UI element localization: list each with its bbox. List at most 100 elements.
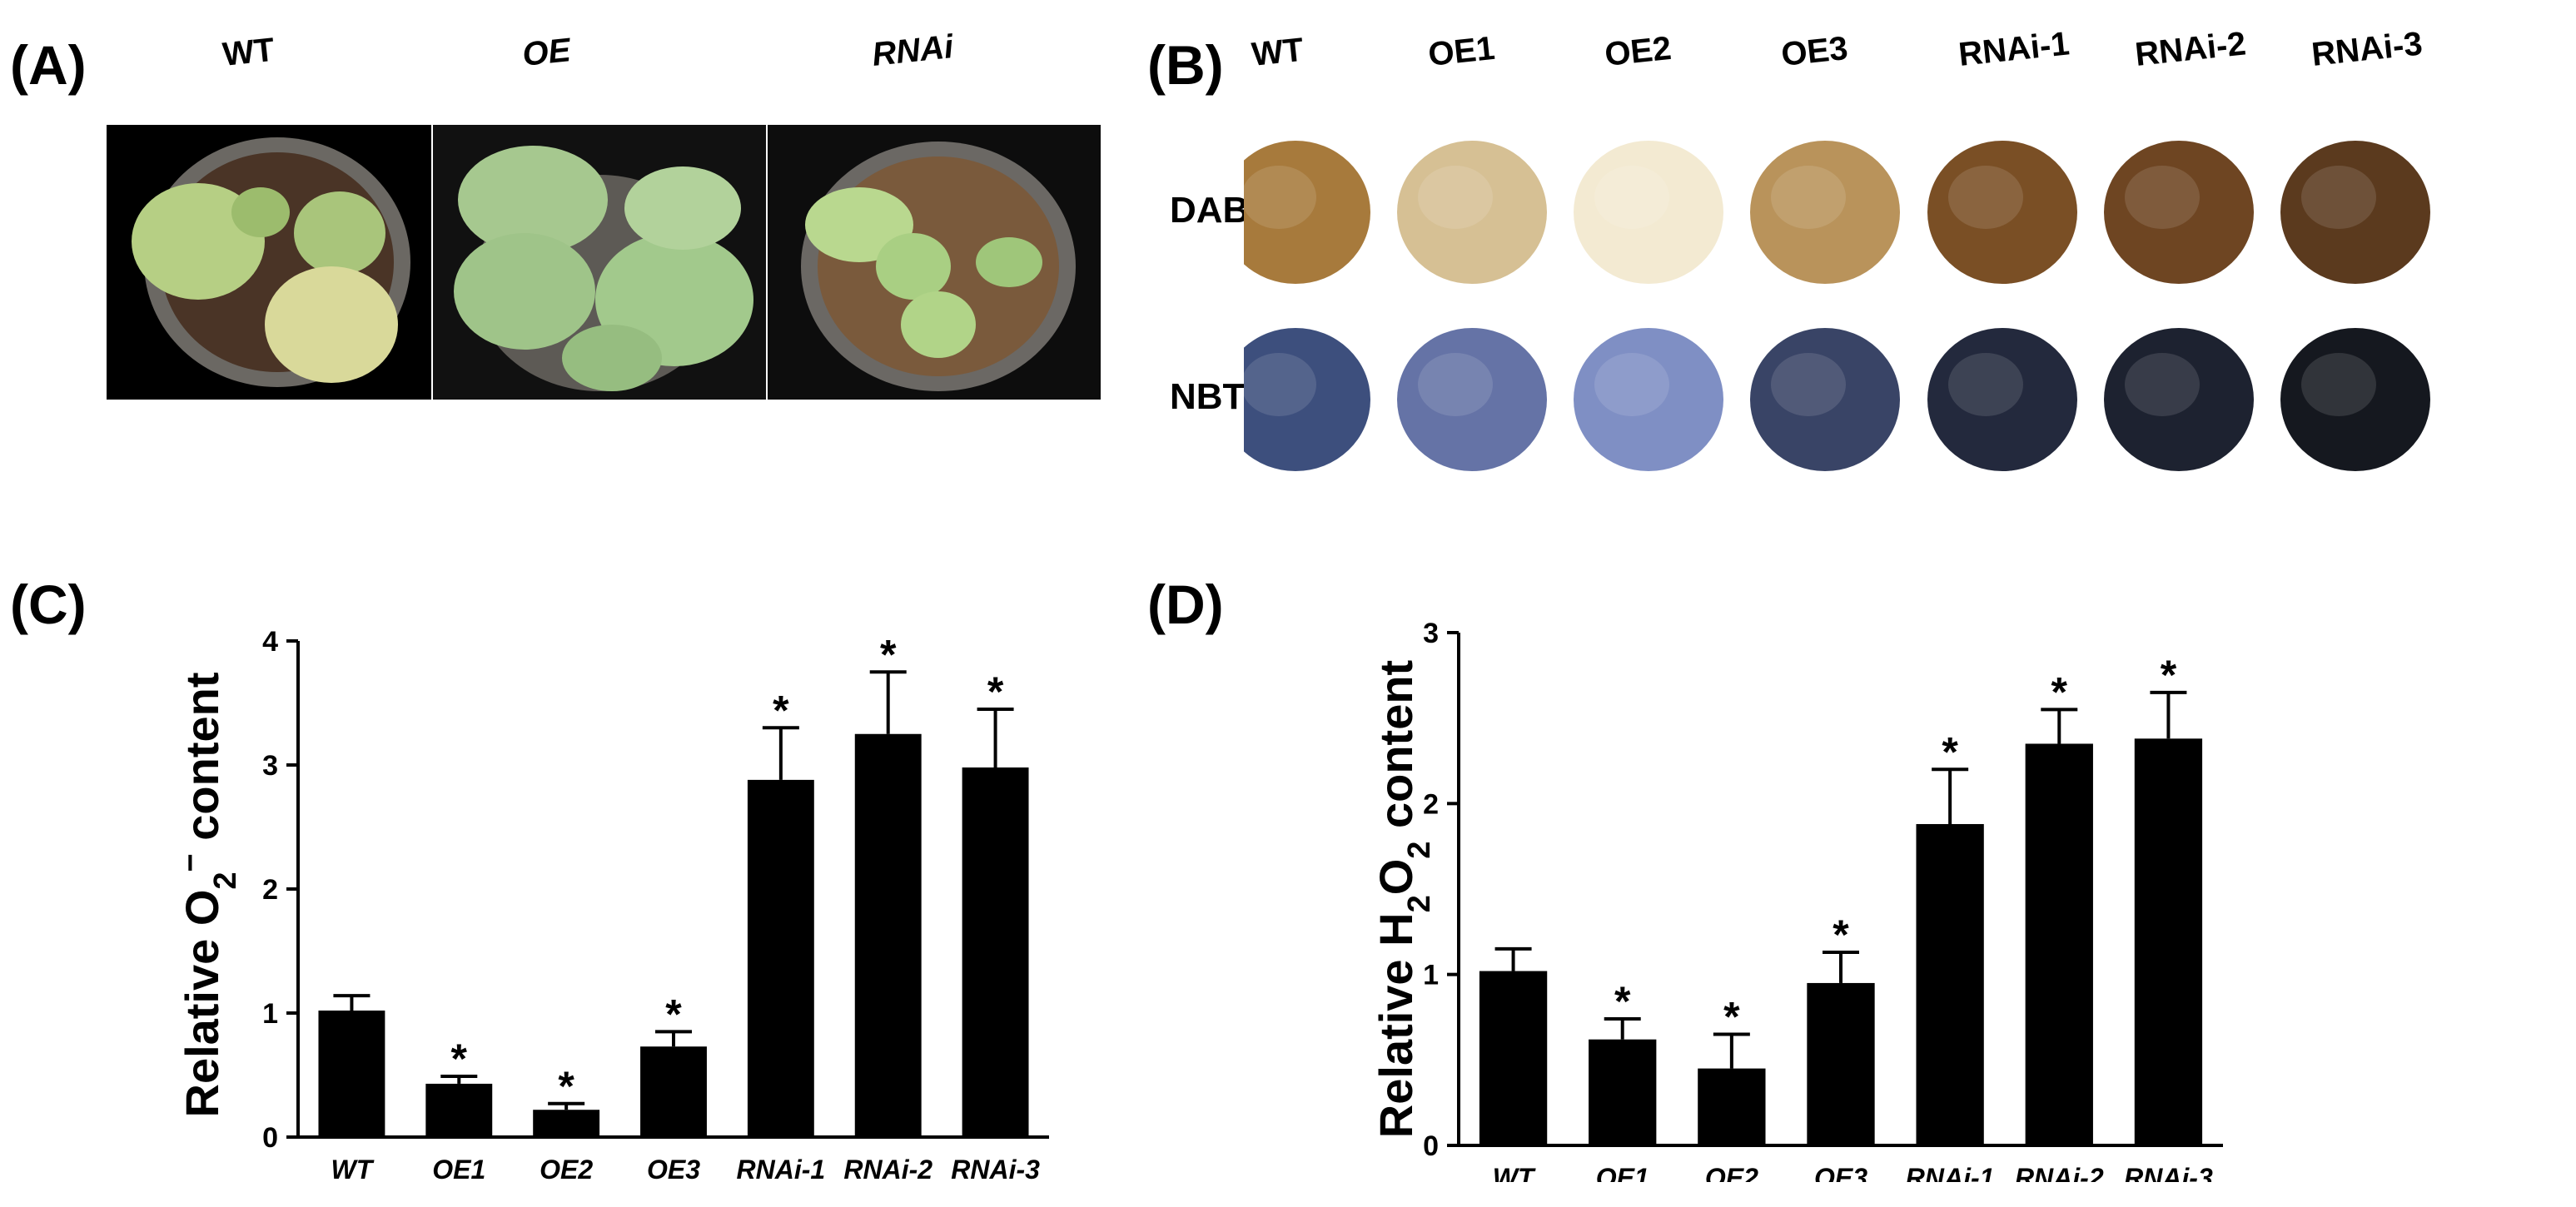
panel-a-label: (A) [10,34,87,96]
x-tick-label: OE2 [540,1155,593,1182]
panel-b-column-label: OE3 [1779,29,1850,74]
x-tick-label: RNAi-2 [843,1155,932,1182]
panel-b-row-label-dab: DAB [1170,190,1250,231]
panel-b-column-label: OE1 [1426,29,1497,74]
stain-disc-dab [2104,141,2254,284]
x-tick-label: RNAi-2 [2015,1163,2104,1182]
y-tick-label: 2 [1423,788,1439,820]
significance-marker: * [451,1036,468,1082]
y-tick-label: 3 [262,750,278,782]
y-tick-label: 0 [262,1122,278,1154]
significance-marker: * [665,991,682,1037]
bar [640,1046,707,1137]
y-tick-label: 2 [262,874,278,906]
stain-disc-highlight [1948,353,2023,416]
y-tick-label: 1 [262,998,278,1030]
stain-disc-highlight [1948,166,2023,229]
stain-disc-nbt [1397,328,1547,471]
significance-marker: * [1723,994,1740,1041]
plant-photo-wt [107,125,431,400]
significance-marker: * [2051,668,2068,715]
y-axis-label: Relative O2− content [173,672,243,1117]
stain-disc-dab [1574,141,1723,284]
significance-marker: * [1614,978,1631,1025]
panel-a-column-label-wt: WT [221,31,276,74]
stain-disc-highlight [2125,166,2200,229]
stain-disc-dab [1244,141,1370,284]
panel-b-row-label-nbt: NBT [1170,376,1246,417]
panel-d-label: (D) [1147,574,1224,635]
y-tick-label: 0 [1423,1130,1439,1162]
stain-disc-dab [2280,141,2430,284]
panel-b-column-label: WT [1250,31,1305,74]
stain-disc-nbt [2104,328,2254,471]
panel-b-column-label: RNAi-1 [1957,25,2071,74]
o2-content-chart: Relative O2− content 0 1 2 3 4 WT * OE1 * OE2 * OE3… [173,626,1049,1182]
plant-photo-oe [433,125,766,400]
stain-disc-nbt [1750,328,1900,471]
staining-leaf-discs [1244,141,2430,471]
stain-disc-highlight [1771,353,1846,416]
panel-c-label: (C) [10,574,87,635]
significance-marker: * [1833,911,1849,958]
x-tick-label: WT [1493,1163,1536,1182]
stain-disc-highlight [1418,166,1493,229]
plant-photo-rnai [768,125,1101,400]
significance-marker: * [880,631,897,678]
x-tick-label: WT [331,1155,375,1182]
bar [1698,1068,1766,1145]
panel-b-column-label: OE2 [1603,29,1673,74]
x-tick-label: RNAi-1 [737,1155,826,1182]
stain-disc-highlight [1594,166,1669,229]
stain-disc-highlight [1418,353,1493,416]
bar [962,767,1029,1137]
stain-disc-nbt [1574,328,1723,471]
panel-a-column-label-oe: OE [520,32,573,74]
x-tick-label: OE3 [647,1155,700,1182]
panel-b-column-label: RNAi-3 [2310,25,2424,74]
stain-disc-dab [1927,141,2077,284]
stain-disc-nbt [2280,328,2430,471]
significance-marker: * [1942,728,1958,775]
y-axis-label: Relative H2O2 content [1370,660,1437,1138]
stain-disc-highlight [2301,353,2376,416]
significance-marker: * [987,668,1004,715]
y-tick-label: 3 [1423,618,1439,649]
bar [854,733,922,1137]
bar [533,1110,600,1137]
bar [1479,971,1548,1145]
stain-disc-highlight [1244,353,1316,416]
x-tick-label: OE2 [1705,1163,1758,1182]
x-tick-label: OE1 [432,1155,485,1182]
stain-disc-highlight [1594,353,1669,416]
stain-disc-highlight [2301,166,2376,229]
panel-b-column-label: RNAi-2 [2133,25,2248,74]
stain-disc-highlight [1244,166,1316,229]
significance-marker: * [773,687,789,733]
y-tick-label: 4 [262,626,278,658]
bar [425,1083,493,1137]
x-tick-label: OE1 [1596,1163,1649,1182]
x-tick-label: OE3 [1814,1163,1867,1182]
bar [2134,738,2203,1145]
panel-b-label: (B) [1147,34,1224,96]
stain-disc-highlight [1771,166,1846,229]
panel-a-column-label-rnai: RNAi [870,28,956,74]
stain-disc-dab [1397,141,1547,284]
stain-disc-nbt [1927,328,2077,471]
significance-marker: * [2161,652,2177,698]
h2o2-content-chart: Relative H2O2 content 0 1 2 3 WT * OE1 * OE2 * OE3… [1370,618,2223,1182]
stain-disc-dab [1750,141,1900,284]
x-tick-label: RNAi-3 [2124,1163,2213,1182]
x-tick-label: RNAi-3 [951,1155,1040,1182]
bar [318,1011,385,1137]
bar [2025,743,2093,1145]
bar [1589,1039,1657,1145]
y-tick-label: 1 [1423,960,1439,991]
bar [1916,823,1984,1145]
bar [1807,982,1875,1145]
bar [747,779,814,1137]
stain-disc-highlight [2125,353,2200,416]
x-tick-label: RNAi-1 [1906,1163,1995,1182]
significance-marker: * [558,1063,574,1110]
